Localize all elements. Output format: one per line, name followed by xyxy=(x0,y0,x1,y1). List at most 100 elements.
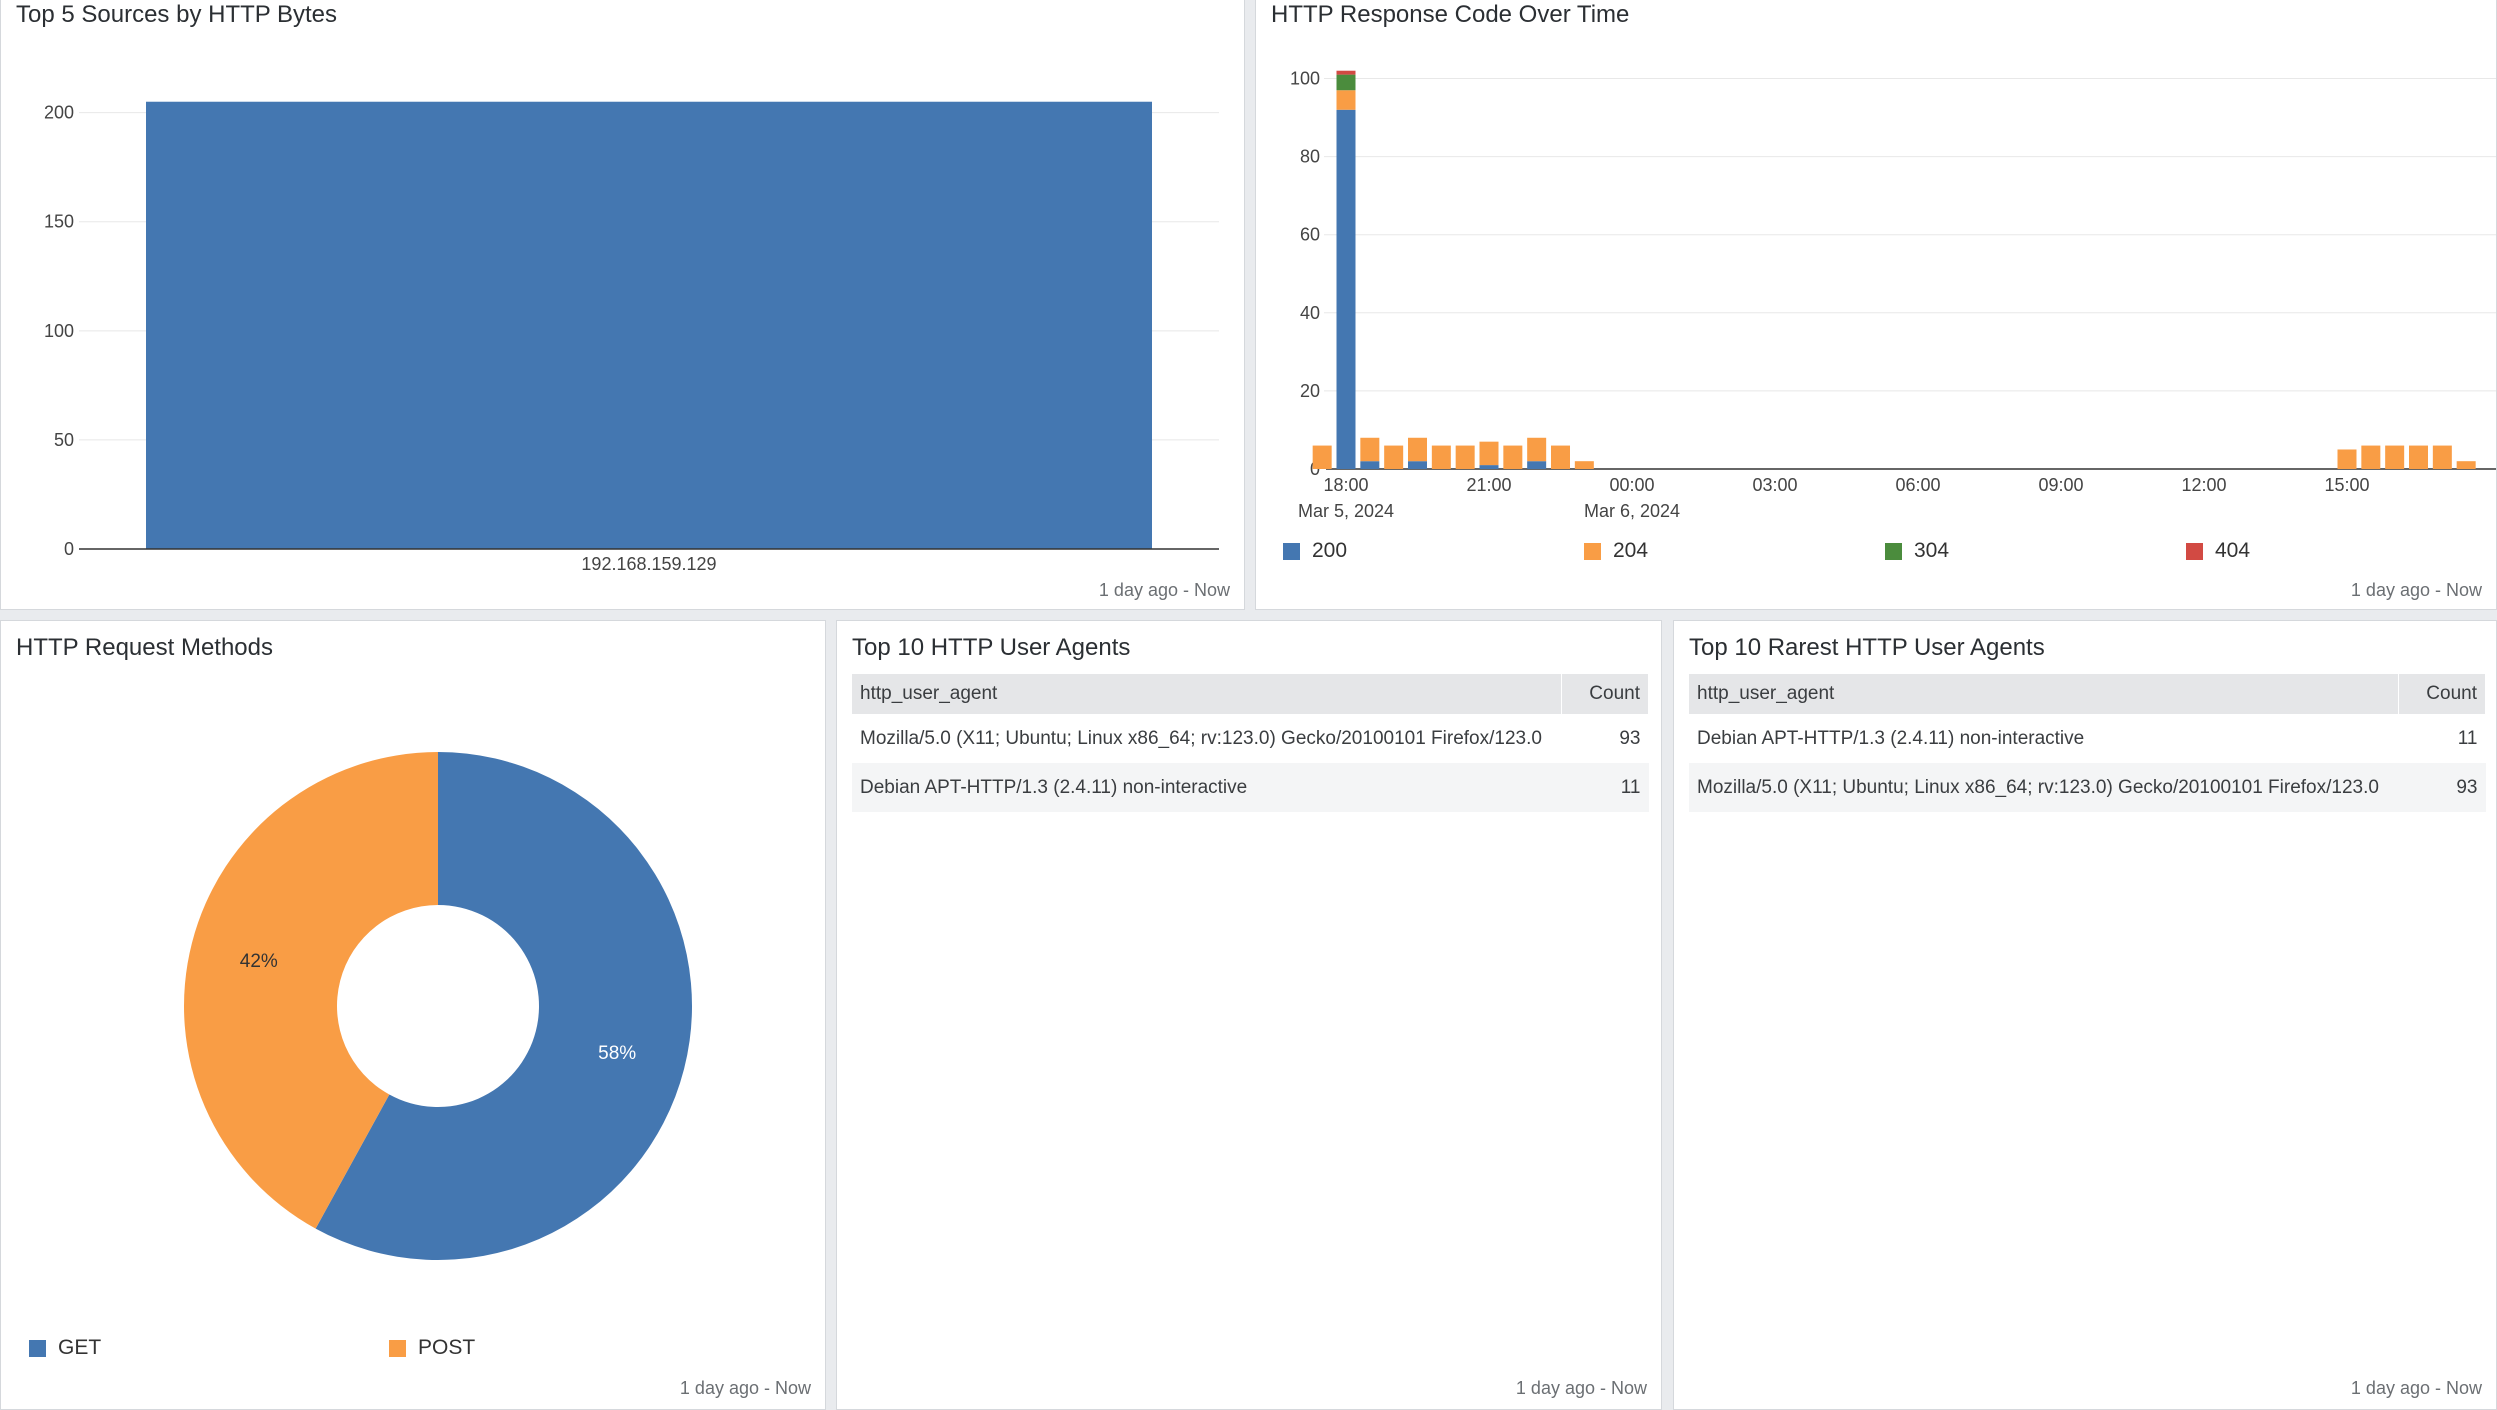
legend-item-get[interactable]: GET xyxy=(29,1336,101,1360)
legend-swatch xyxy=(1584,542,1601,560)
table-header-row: http_user_agent Count xyxy=(1689,674,2486,714)
user-agent-cell: Mozilla/5.0 (X11; Ubuntu; Linux x86_64; … xyxy=(860,727,1542,749)
x-date-label: Mar 5, 2024 xyxy=(1298,501,1394,521)
slice-get xyxy=(315,752,692,1260)
column-header-count[interactable]: Count xyxy=(1561,674,1649,714)
bar-204-2000 xyxy=(1431,445,1451,469)
y-tick-label: 100 xyxy=(1290,69,1320,89)
panel-request-methods: HTTP Request Methods 58% 42% GET POST 1 da… xyxy=(0,620,826,1410)
user-agent-cell: Debian APT-HTTP/1.3 (2.4.11) non-interac… xyxy=(1697,727,2085,749)
bar-200-1930 xyxy=(1408,461,1427,469)
count-cell: 93 xyxy=(1619,727,1641,749)
table-row[interactable]: Debian APT-HTTP/1.3 (2.4.11) non-interac… xyxy=(852,763,1649,812)
panel-title: Top 10 Rarest HTTP User Agents xyxy=(1689,634,2045,661)
panel-response-code: HTTP Response Code Over Time 02040608010… xyxy=(1255,0,2497,610)
bar-404-1800 xyxy=(1336,70,1356,75)
x-tick-label: 09:00 xyxy=(2038,475,2083,495)
column-header-count[interactable]: Count xyxy=(2398,674,2486,714)
x-date-label: Mar 6, 2024 xyxy=(1584,501,1680,521)
x-tick-label: 192.168.159.129 xyxy=(581,554,716,574)
panel-top-user-agents: Top 10 HTTP User Agents http_user_agent … xyxy=(836,620,1662,1410)
user-agent-cell: Debian APT-HTTP/1.3 (2.4.11) non-interac… xyxy=(852,763,1562,812)
panel-time-range: 1 day ago - Now xyxy=(1098,580,1230,600)
sources-bar-chart: 0 50 100 150 200 192.168.159.129 xyxy=(44,101,1219,574)
panel-title: Top 10 HTTP User Agents xyxy=(852,634,1131,661)
panel-time-range: 1 day ago - Now xyxy=(1515,1378,1647,1398)
legend-label: 200 xyxy=(1312,539,1348,562)
count-cell: 11 xyxy=(1561,763,1649,812)
bar-192-168-159-129 xyxy=(146,101,1152,550)
legend-item-post[interactable]: POST xyxy=(389,1336,475,1360)
legend-item-200[interactable]: 200 xyxy=(1283,539,1347,563)
y-tick-label: 150 xyxy=(44,212,74,232)
legend-label: POST xyxy=(418,1336,476,1359)
bar-204-2100 xyxy=(1479,441,1499,466)
table-row[interactable]: Debian APT-HTTP/1.3 (2.4.11) non-interac… xyxy=(1689,714,2486,763)
bar-204-1800 xyxy=(1336,90,1356,110)
panel-title: HTTP Response Code Over Time xyxy=(1271,1,1630,28)
panel-top-sources: Top 5 Sources by HTTP Bytes 0 50 100 150 200… xyxy=(0,0,1245,610)
y-tick-label: 40 xyxy=(1300,303,1320,323)
legend-label: GET xyxy=(58,1336,102,1359)
column-header-user-agent[interactable]: http_user_agent xyxy=(852,674,1562,714)
table-row[interactable]: Mozilla/5.0 (X11; Ubuntu; Linux x86_64; … xyxy=(1689,763,2486,812)
response-stacked-bar-chart: 02040608010018:0021:0000:0003:0006:0009:… xyxy=(1290,69,2496,521)
panel-title: Top 5 Sources by HTTP Bytes xyxy=(16,1,338,28)
bar-204-1930 xyxy=(1408,437,1427,462)
bar-204-2230 xyxy=(1551,445,1570,469)
x-tick-label: 21:00 xyxy=(1466,475,1511,495)
bar-200-2200 xyxy=(1527,461,1547,469)
methods-donut-chart: 58% 42% xyxy=(183,752,692,1260)
count-cell: 93 xyxy=(2398,763,2486,812)
slice-post xyxy=(183,752,438,1229)
bar-204-1600 xyxy=(2385,445,2405,469)
bar-204-1630 xyxy=(2409,445,2428,469)
count-cell: 11 xyxy=(2457,727,2478,749)
bar-204-2200 xyxy=(1527,437,1547,462)
bar-204-1700 xyxy=(2432,445,2452,469)
bar-200-1800 xyxy=(1336,109,1356,469)
panel-time-range: 1 day ago - Now xyxy=(2350,580,2482,600)
panel-time-range: 1 day ago - Now xyxy=(679,1378,811,1398)
bar-204-1500 xyxy=(2337,449,2357,469)
y-tick-label: 50 xyxy=(54,430,74,450)
bar-304-1800 xyxy=(1336,74,1356,91)
bar-204-1830 xyxy=(1360,437,1380,462)
legend-item-304[interactable]: 304 xyxy=(1885,539,1949,563)
table-row[interactable]: Mozilla/5.0 (X11; Ubuntu; Linux x86_64; … xyxy=(852,714,1649,763)
legend-swatch xyxy=(2186,542,2203,560)
bar-204-1730 xyxy=(2456,461,2476,469)
slice-label-get: 58% xyxy=(598,1043,636,1064)
x-tick-label: 12:00 xyxy=(2181,475,2226,495)
legend-label: 404 xyxy=(2215,539,2251,562)
y-tick-label: 60 xyxy=(1300,225,1320,245)
user-agents-table: http_user_agent Count Mozilla/5.0 (X11; … xyxy=(852,674,1649,812)
x-tick-label: 18:00 xyxy=(1323,475,1368,495)
legend-swatch xyxy=(1283,542,1300,560)
y-tick-label: 100 xyxy=(44,321,74,341)
rarest-user-agents-table: http_user_agent Count Debian APT-HTTP/1.… xyxy=(1689,674,2486,812)
legend-swatch xyxy=(1885,542,1902,560)
bar-204-1730 xyxy=(1312,445,1332,469)
bar-200-2100 xyxy=(1479,465,1499,469)
column-header-user-agent[interactable]: http_user_agent xyxy=(1689,674,2399,714)
panel-time-range: 1 day ago - Now xyxy=(2350,1378,2482,1398)
bar-204-2300 xyxy=(1574,461,1594,469)
y-tick-label: 80 xyxy=(1300,147,1320,167)
legend-item-404[interactable]: 404 xyxy=(2186,539,2250,563)
y-tick-label: 20 xyxy=(1300,381,1320,401)
x-tick-label: 03:00 xyxy=(1752,475,1797,495)
panel-rarest-user-agents: Top 10 Rarest HTTP User Agents http_user… xyxy=(1673,620,2497,1410)
bar-200-1830 xyxy=(1360,461,1380,469)
y-tick-label: 0 xyxy=(64,539,74,559)
legend-swatch xyxy=(29,1339,46,1357)
bar-204-1900 xyxy=(1384,445,1404,469)
x-tick-label: 15:00 xyxy=(2324,475,2369,495)
bar-204-1530 xyxy=(2361,445,2381,469)
legend-item-204[interactable]: 204 xyxy=(1584,539,1648,563)
bar-204-2030 xyxy=(1455,445,1475,469)
bar-204-2130 xyxy=(1503,445,1523,469)
x-tick-label: 06:00 xyxy=(1895,475,1940,495)
legend-label: 304 xyxy=(1914,539,1950,562)
table-header-row: http_user_agent Count xyxy=(852,674,1649,714)
